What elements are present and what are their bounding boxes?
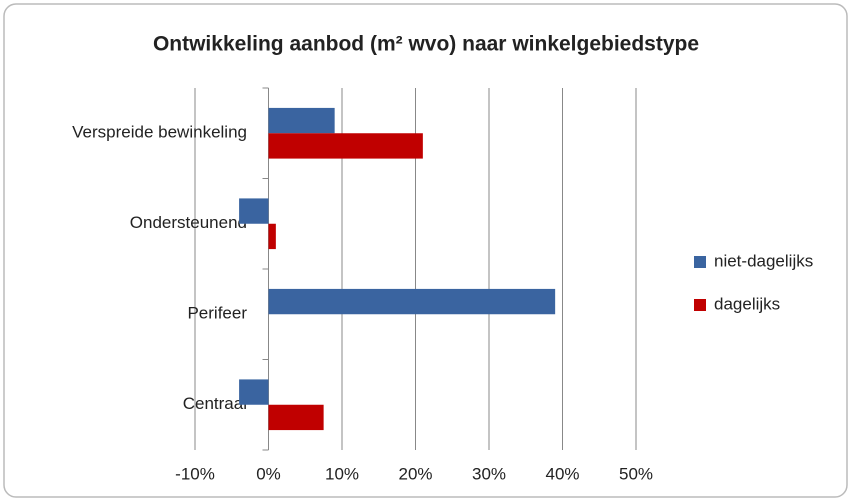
- x-tick-label: 0%: [256, 464, 281, 483]
- y-tick-label: Ondersteunend: [130, 213, 247, 232]
- bar: [268, 288, 556, 315]
- x-tick-label: 50%: [619, 464, 653, 483]
- legend-label: niet-dagelijks: [714, 251, 813, 270]
- legend-label: dagelijks: [714, 294, 780, 313]
- x-tick-label: 20%: [398, 464, 432, 483]
- bar: [268, 107, 335, 134]
- legend-swatch: [694, 299, 706, 311]
- chart-title: Ontwikkeling aanbod (m² wvo) naar winkel…: [153, 33, 699, 56]
- y-tick-label: Centraal: [183, 394, 247, 413]
- y-tick-label: Verspreide bewinkeling: [72, 123, 247, 142]
- legend-swatch: [694, 256, 706, 268]
- x-tick-label: 40%: [545, 464, 579, 483]
- y-tick-label: Perifeer: [187, 304, 247, 323]
- bar: [268, 404, 324, 431]
- x-tick-label: -10%: [175, 464, 215, 483]
- x-tick-label: 10%: [325, 464, 359, 483]
- bar: [239, 379, 269, 405]
- bar: [268, 133, 423, 159]
- x-tick-label: 30%: [472, 464, 506, 483]
- bar: [239, 198, 269, 224]
- bar: [268, 223, 276, 250]
